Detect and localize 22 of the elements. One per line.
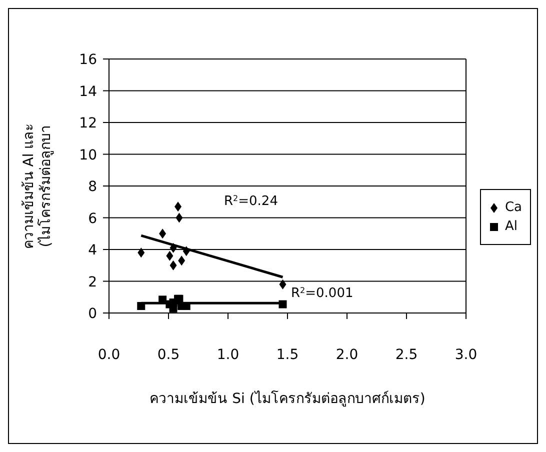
y-tick-label: 16: [79, 52, 98, 68]
x-tick-label: 2.0: [336, 347, 358, 363]
x-tick-label: 3.0: [454, 347, 478, 363]
y-tick-label: 6: [88, 210, 98, 227]
legend-label: Al: [504, 219, 518, 234]
y-tick-label: 10: [79, 147, 97, 164]
legend-label: Ca: [504, 200, 522, 215]
x-tick-label: 1.5: [276, 347, 299, 363]
x-tick-label: 0.5: [157, 347, 180, 363]
y-tick-label: 14: [79, 84, 98, 100]
annotation: R$^{2}$=0.24: [224, 194, 278, 209]
x-tick-label: 2.5: [395, 347, 418, 363]
y-tick-label: 8: [88, 179, 97, 195]
y-tick-label: 12: [79, 116, 97, 132]
y-tick-label: 2: [88, 274, 97, 290]
annotation: R$^{2}$=0.001: [291, 286, 354, 301]
x-axis-title: ความเข้มข้น Si (ไมโครกรัมต่อลูกบาศก์เมตร): [150, 390, 426, 407]
x-tick-label: 0.0: [98, 347, 120, 363]
y-tick-label: 0: [88, 306, 97, 322]
y-tick-label: 4: [88, 242, 98, 258]
y-axis-title: ความเข้มข้น Al และ (ไมโครกรัมต่อลูกบา: [21, 122, 54, 250]
x-tick-label: 1.0: [216, 347, 240, 363]
